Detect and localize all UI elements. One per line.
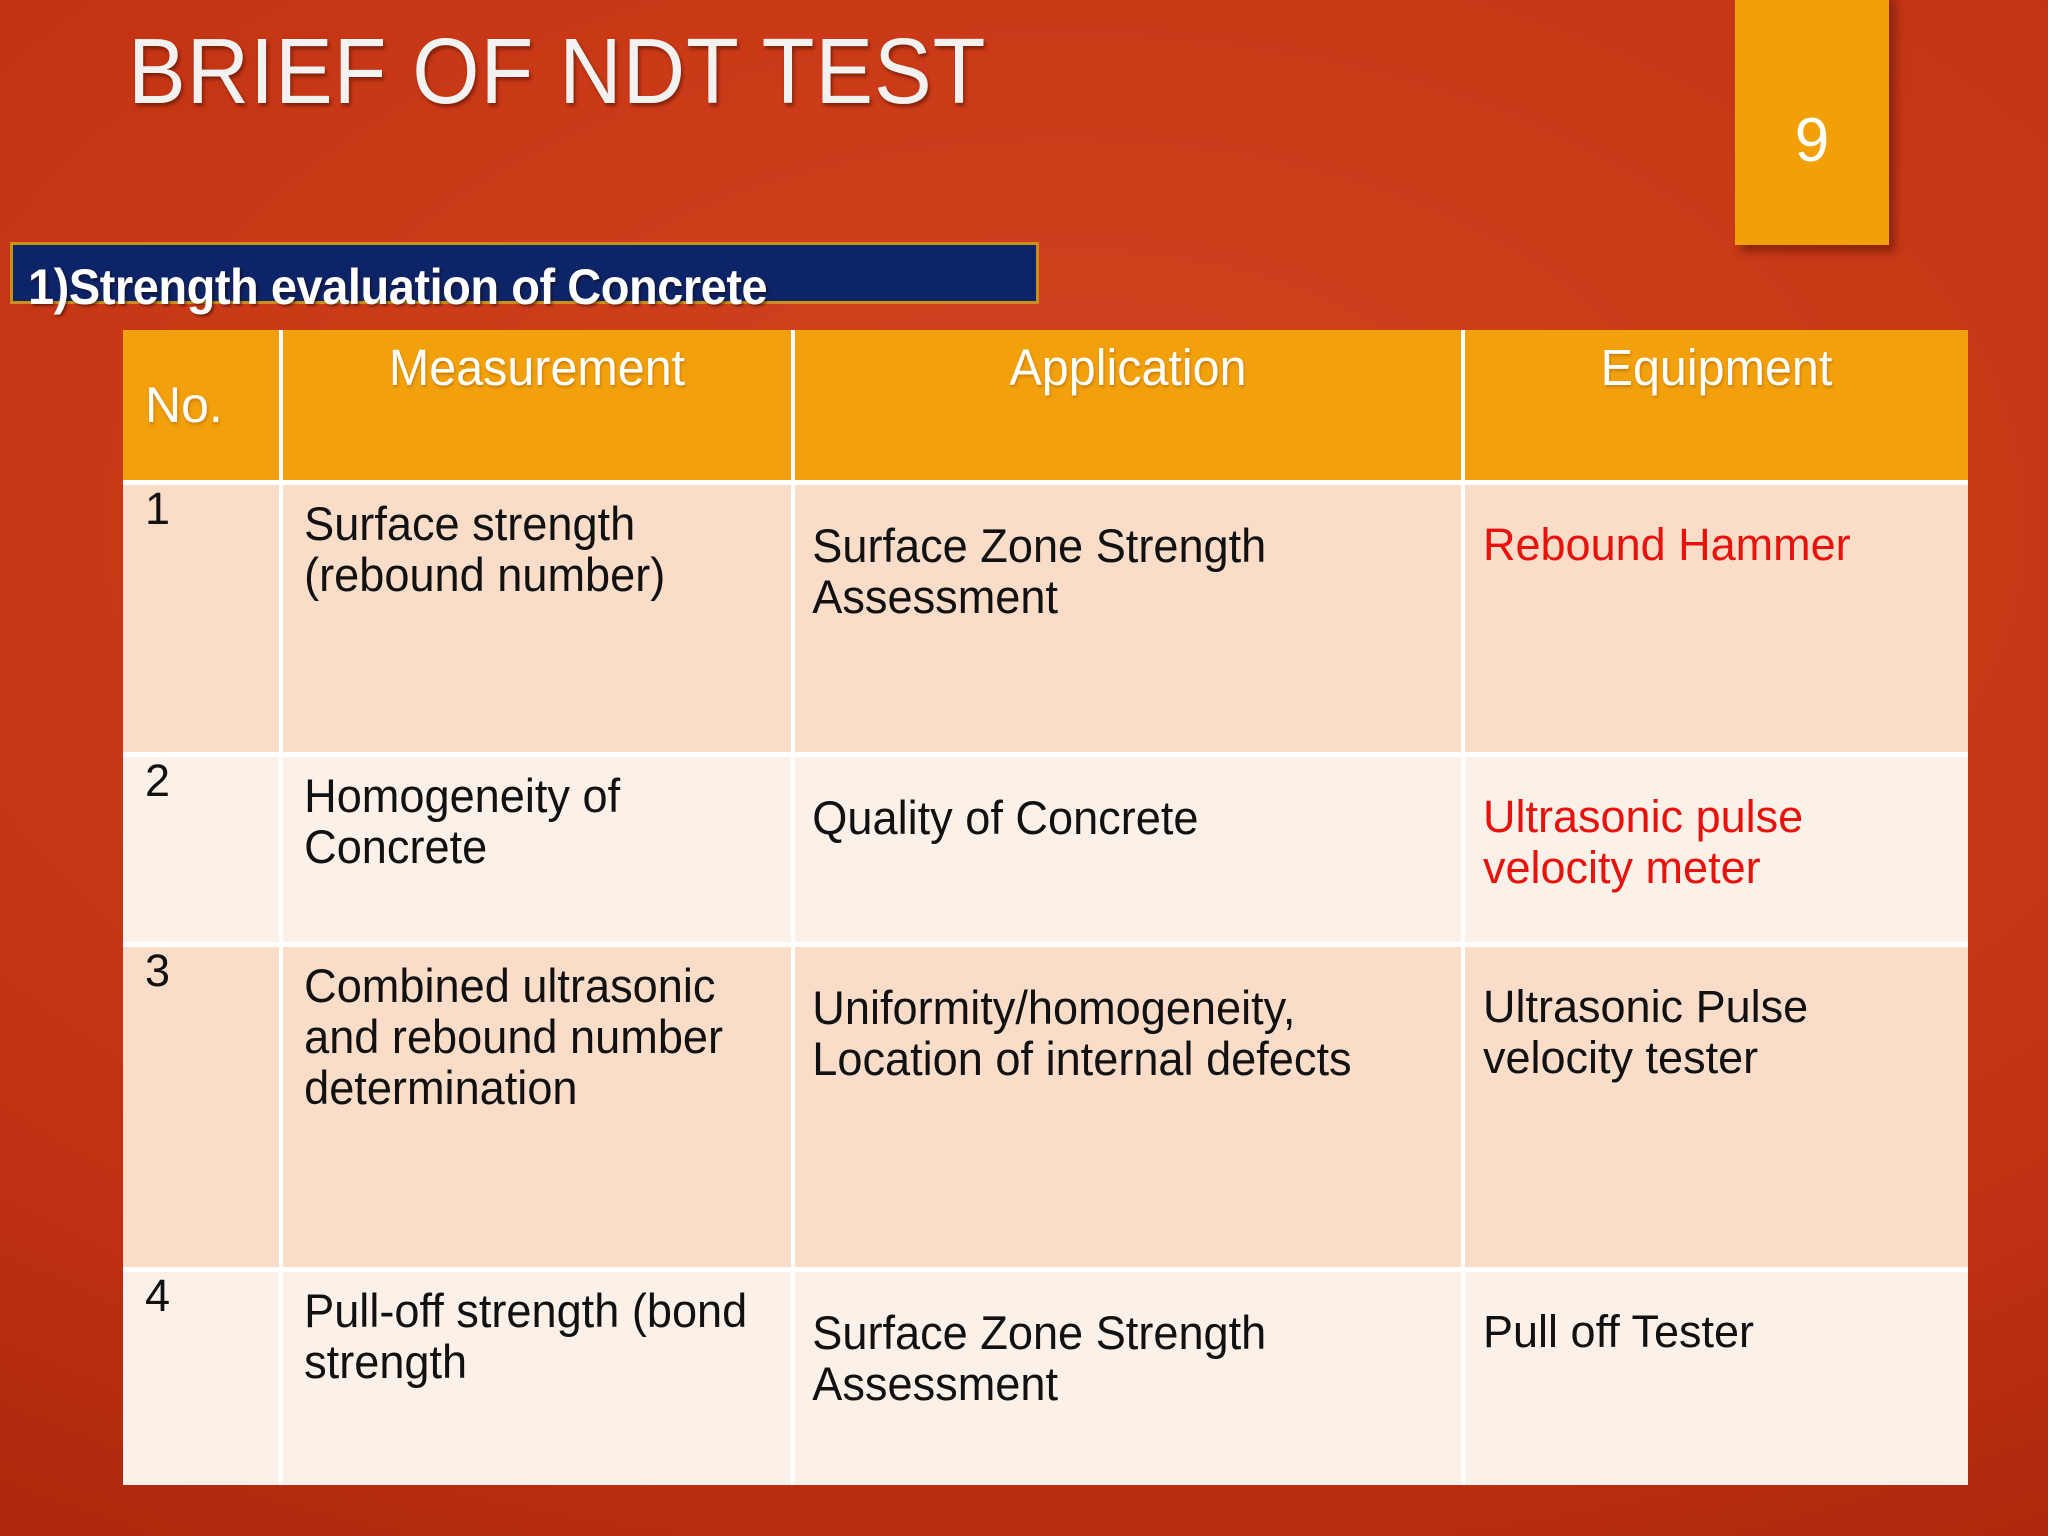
cell-measurement: Combined ultrasonic and rebound number d…	[283, 947, 795, 1272]
table-row: 4 Pull-off strength (bond strength Surfa…	[123, 1271, 1968, 1485]
section-banner-label: 1)Strength evaluation of Concrete	[28, 259, 768, 315]
table-header: No. Measurement Application Equipment	[123, 330, 1968, 485]
column-header-application: Application	[795, 330, 1465, 485]
cell-application: Uniformity/homogeneity, Location of inte…	[795, 947, 1465, 1272]
cell-application: Surface Zone Strength Assessment	[795, 1272, 1465, 1485]
table-row: 1 Surface strength (rebound number) Surf…	[123, 484, 1968, 757]
table-row: 2 Homogeneity of Concrete Quality of Con…	[123, 756, 1968, 947]
column-header-equipment: Equipment	[1465, 330, 1968, 485]
page-title: BRIEF OF NDT TEST	[128, 19, 987, 123]
table-body: 1 Surface strength (rebound number) Surf…	[123, 484, 1968, 1485]
page-number-label: 9	[1794, 105, 1830, 175]
cell-equipment: Pull off Tester	[1465, 1272, 1968, 1485]
cell-application: Quality of Concrete	[795, 757, 1465, 947]
column-header-no: No.	[123, 330, 283, 485]
page-number-badge: 9	[1735, 0, 1889, 245]
section-banner	[10, 242, 1039, 304]
cell-no: 2	[123, 756, 283, 947]
cell-measurement: Pull-off strength (bond strength	[283, 1272, 795, 1485]
cell-equipment: Rebound Hammer	[1465, 485, 1968, 757]
cell-equipment: Ultrasonic pulse velocity meter	[1465, 757, 1968, 947]
table-header-row: No. Measurement Application Equipment	[123, 330, 1968, 485]
cell-no: 1	[123, 484, 283, 757]
column-header-measurement: Measurement	[283, 330, 795, 485]
table-row: 3 Combined ultrasonic and rebound number…	[123, 946, 1968, 1272]
cell-application: Surface Zone Strength Assessment	[795, 485, 1465, 757]
cell-measurement: Homogeneity of Concrete	[283, 757, 795, 947]
cell-no: 4	[123, 1271, 283, 1485]
cell-equipment: Ultrasonic Pulse velocity tester	[1465, 947, 1968, 1272]
cell-no: 3	[123, 946, 283, 1272]
cell-measurement: Surface strength (rebound number)	[283, 485, 795, 757]
ndt-test-table: No. Measurement Application Equipment 1	[123, 330, 1968, 1485]
